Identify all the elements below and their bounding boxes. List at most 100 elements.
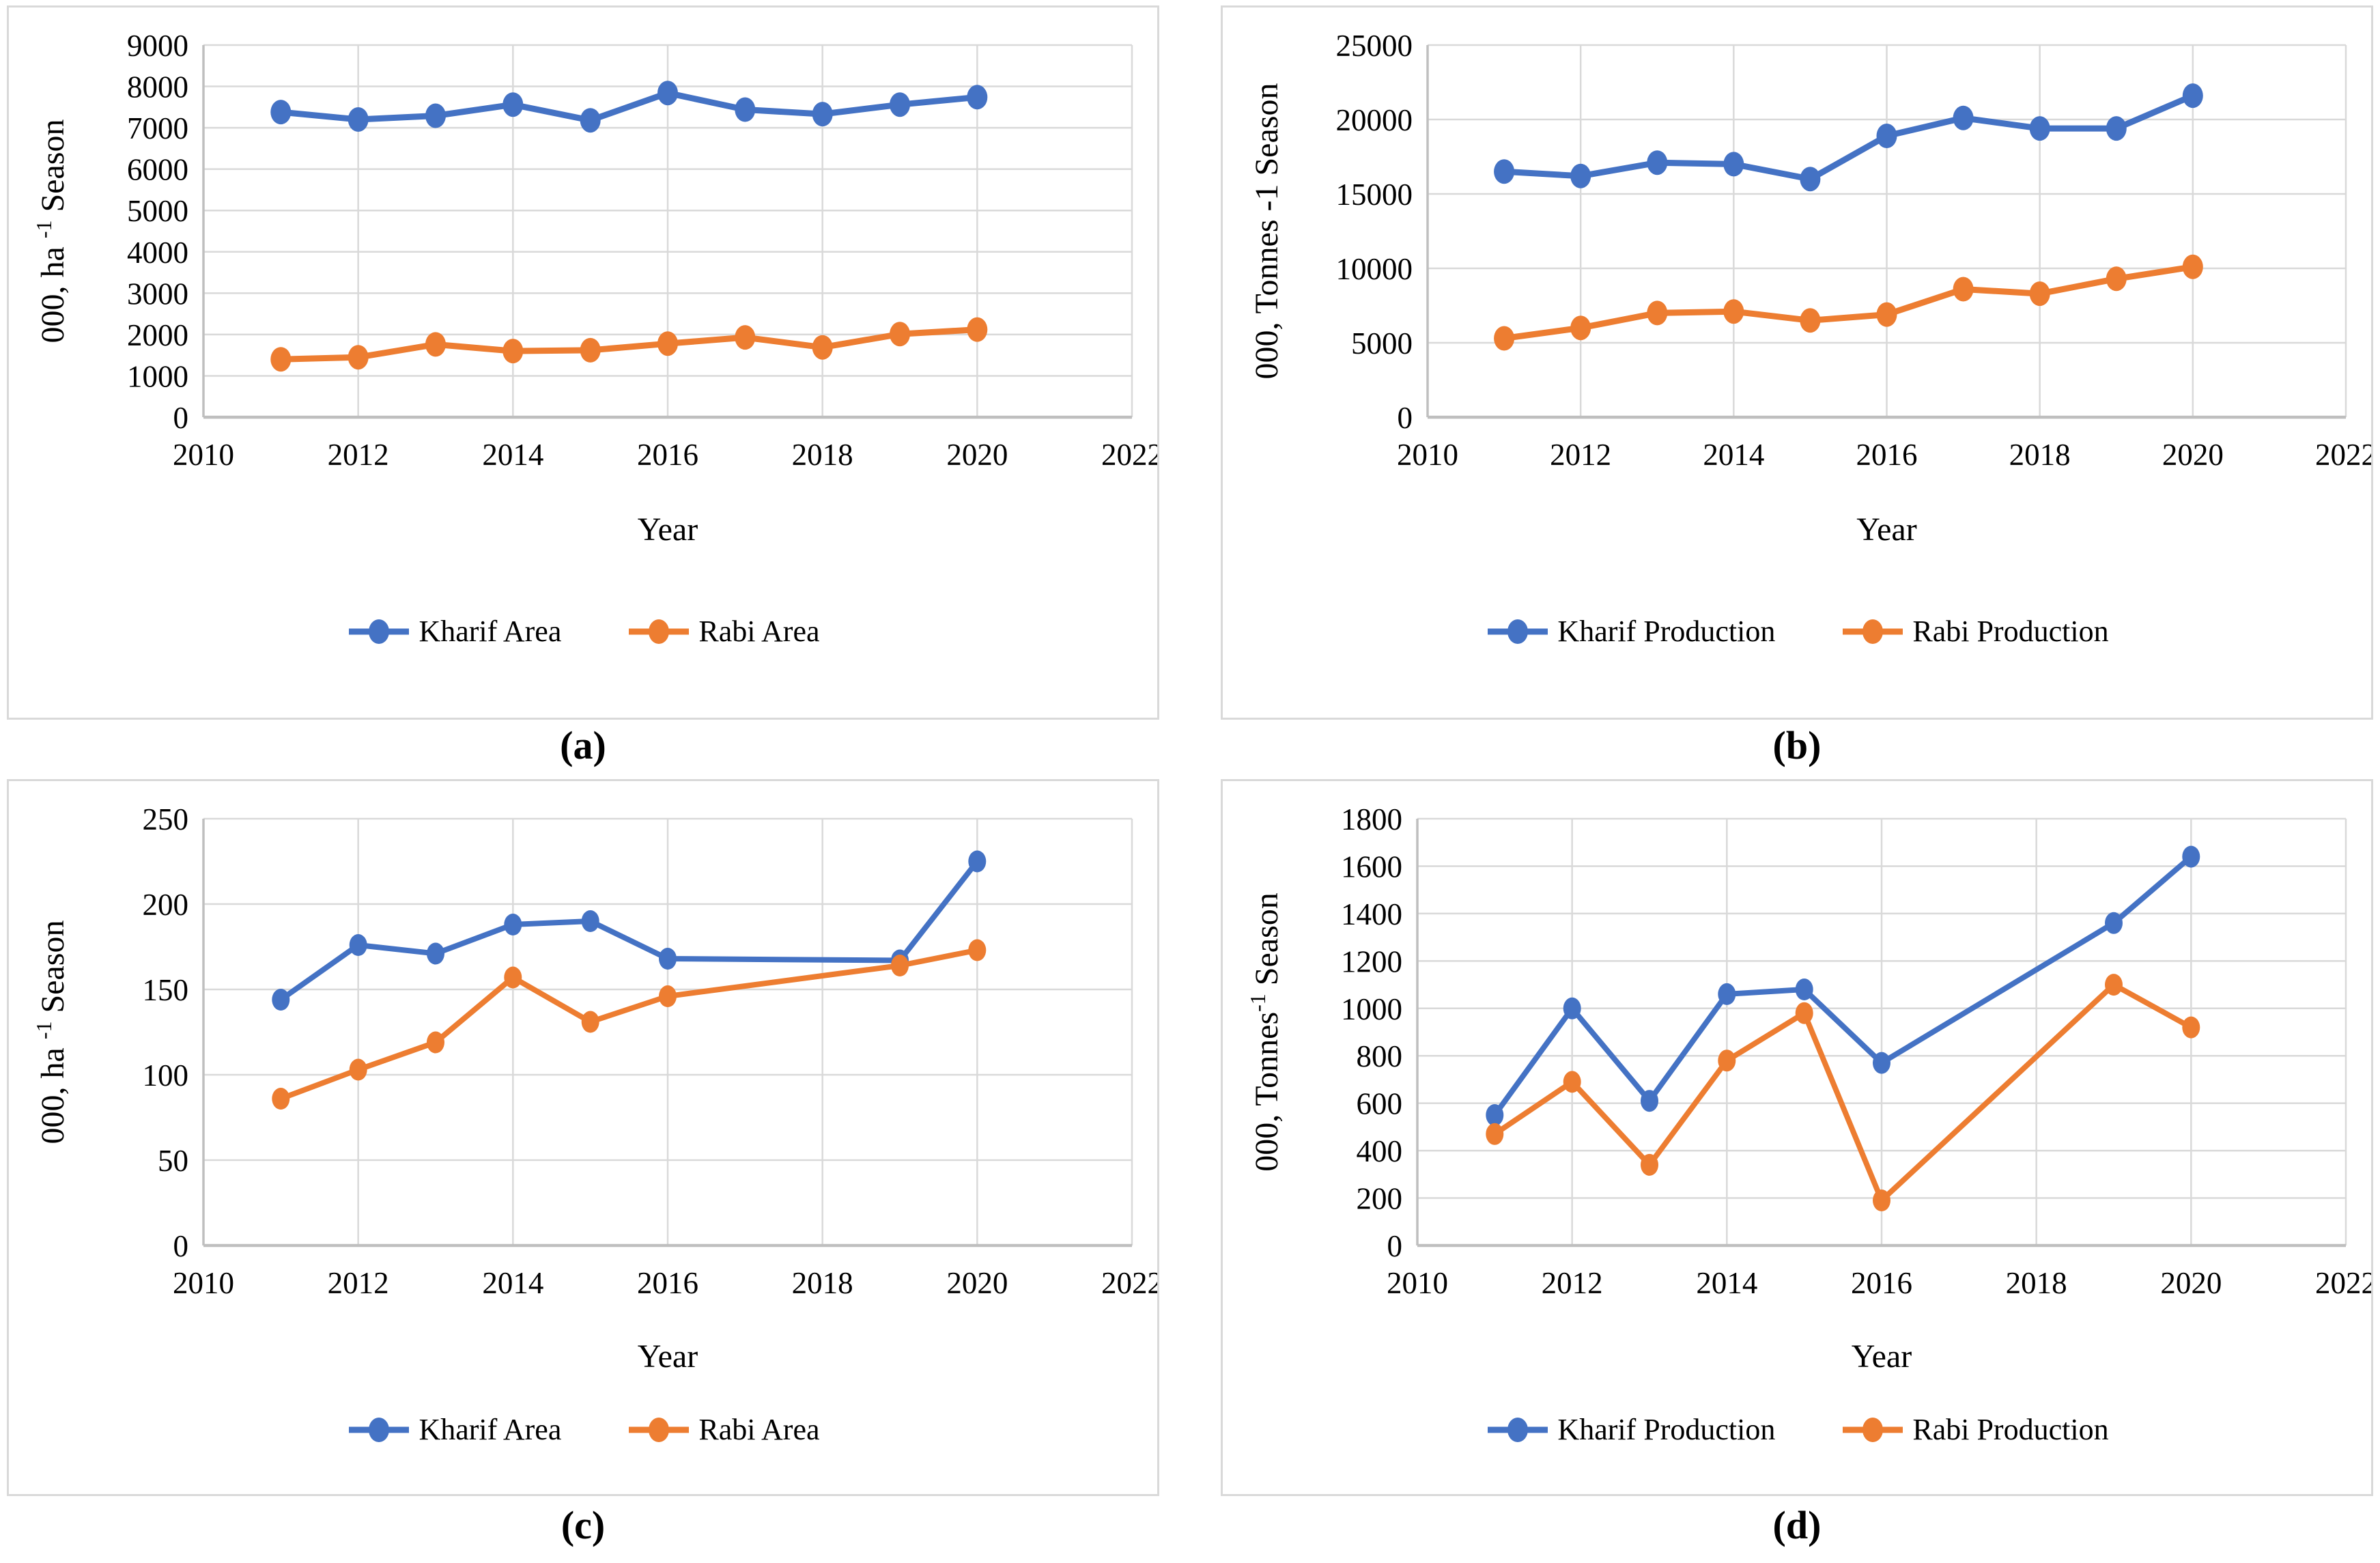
data-point-marker xyxy=(2105,974,2123,996)
data-point-marker xyxy=(1876,302,1897,327)
data-point-marker xyxy=(735,325,756,350)
data-point-marker xyxy=(2105,912,2123,934)
x-tick-label: 2010 xyxy=(1397,438,1458,472)
data-point-marker xyxy=(1723,152,1744,177)
x-tick-label: 2018 xyxy=(792,1266,853,1300)
data-point-marker xyxy=(580,108,601,133)
data-point-marker xyxy=(1800,308,1821,333)
data-point-marker xyxy=(349,1058,367,1081)
y-tick-label: 250 xyxy=(143,802,189,836)
y-tick-label: 9000 xyxy=(127,29,188,63)
y-tick-label: 3000 xyxy=(127,277,188,311)
data-point-marker xyxy=(349,934,367,956)
data-point-marker xyxy=(1647,150,1668,175)
x-tick-label: 2016 xyxy=(1851,1266,1912,1300)
y-tick-label: 600 xyxy=(1357,1087,1403,1121)
data-point-marker xyxy=(2182,845,2200,868)
data-point-marker xyxy=(1494,326,1515,351)
rabi-series-marker-icon xyxy=(1843,619,1903,644)
legend-label: Kharif Area xyxy=(419,1413,562,1446)
rabi-series-marker-icon xyxy=(629,619,690,644)
series-line xyxy=(1492,854,2194,1118)
y-tick-label: 100 xyxy=(143,1058,189,1093)
series-line xyxy=(1501,92,2196,182)
x-axis-title: Year xyxy=(638,511,698,548)
x-axis-title: Year xyxy=(1856,511,1916,548)
data-point-marker xyxy=(1718,983,1736,1005)
kharif-series-marker-icon xyxy=(349,1418,410,1442)
y-tick-label: 10000 xyxy=(1336,252,1413,286)
x-tick-label: 2014 xyxy=(1696,1266,1757,1300)
data-point-marker xyxy=(1876,124,1897,148)
series-line xyxy=(1492,982,2194,1203)
y-tick-label: 7000 xyxy=(127,111,188,145)
chart-panel-b: 0 5000 10000 15000 20000 25000 2010 2012 2014 201… xyxy=(1221,5,2373,720)
y-tick-label: 2000 xyxy=(127,318,188,352)
x-tick-label: 2018 xyxy=(2006,1266,2067,1300)
data-point-marker xyxy=(504,966,522,989)
x-tick-label: 2010 xyxy=(1387,1266,1448,1300)
x-tick-label: 2022 xyxy=(1101,438,1157,472)
legend-item-rabi-production: Rabi Production xyxy=(1840,1415,2109,1445)
kharif-series-marker-icon xyxy=(1488,619,1548,644)
y-tick-label: 50 xyxy=(158,1144,188,1178)
data-point-marker xyxy=(812,102,833,127)
x-tick-label: 2014 xyxy=(1703,438,1764,472)
data-point-marker xyxy=(1486,1123,1504,1145)
x-tick-label: 2020 xyxy=(946,1266,1008,1300)
data-point-marker xyxy=(1570,163,1591,188)
x-axis-title: Year xyxy=(1852,1338,1912,1375)
data-point-marker xyxy=(1953,105,1974,130)
data-point-marker xyxy=(890,322,910,347)
data-point-marker xyxy=(1795,978,1813,1000)
series-line xyxy=(278,947,980,1101)
data-point-marker xyxy=(659,948,677,970)
y-tick-label: 400 xyxy=(1357,1134,1403,1168)
x-tick-label: 2010 xyxy=(173,438,234,472)
caption-c: (c) xyxy=(561,1503,606,1547)
y-tick-label: 200 xyxy=(143,888,189,922)
data-point-marker xyxy=(270,347,292,372)
data-point-marker xyxy=(427,1031,444,1054)
chart-b-plot: 0 5000 10000 15000 20000 25000 2010 2012 2014 201… xyxy=(1249,29,2371,548)
legend-item-kharif-production: Kharif Production xyxy=(1485,1415,1775,1445)
data-point-marker xyxy=(348,107,369,132)
x-tick-label: 2016 xyxy=(637,438,698,472)
legend-item-rabi-production: Rabi Production xyxy=(1840,617,2109,647)
data-point-marker xyxy=(891,955,909,976)
x-tick-label: 2020 xyxy=(946,438,1008,472)
x-tick-label: 2018 xyxy=(2009,438,2071,472)
data-point-marker xyxy=(580,337,601,363)
caption-d: (d) xyxy=(1772,1503,1822,1547)
legend-item-kharif-area: Kharif Area xyxy=(346,1415,561,1445)
data-point-marker xyxy=(1718,1050,1736,1072)
data-point-marker xyxy=(1570,315,1591,341)
chart-d-plot: 0 200 400 600 800 1000 1200 1400 1600 1800 2010 201… xyxy=(1245,802,2371,1375)
data-point-marker xyxy=(1486,1104,1504,1126)
x-axis-title: Year xyxy=(638,1338,698,1375)
y-axis-title: 000, Tonnes-1 Season xyxy=(1245,892,1285,1172)
chart-c-legend: Kharif Area Rabi Area xyxy=(9,1415,1157,1445)
series-line xyxy=(277,326,980,363)
x-tick-label: 2016 xyxy=(1856,438,1918,472)
data-point-marker xyxy=(1723,299,1744,324)
y-tick-label: 0 xyxy=(1387,1229,1403,1263)
y-tick-label: 1200 xyxy=(1341,944,1402,978)
rabi-series-marker-icon xyxy=(1843,1418,1903,1442)
chart-a-plot: 0 1000 2000 3000 4000 5000 6000 7000 8000 9000 201… xyxy=(31,29,1157,548)
kharif-series-marker-icon xyxy=(349,619,410,644)
legend-item-rabi-area: Rabi Area xyxy=(626,617,820,647)
chart-panel-a: 0 1000 2000 3000 4000 5000 6000 7000 8000 9000 201… xyxy=(7,5,1159,720)
y-tick-label: 5000 xyxy=(1351,326,1413,361)
x-tick-label: 2018 xyxy=(792,438,853,472)
x-tick-label: 2012 xyxy=(328,1266,389,1300)
data-point-marker xyxy=(272,1088,290,1110)
legend-label: Rabi Area xyxy=(698,1413,820,1446)
data-point-marker xyxy=(270,100,292,125)
data-point-marker xyxy=(1494,159,1515,184)
y-tick-label: 200 xyxy=(1357,1182,1403,1216)
y-tick-label: 0 xyxy=(1398,401,1413,435)
kharif-series-marker-icon xyxy=(1488,1418,1548,1442)
y-tick-label: 0 xyxy=(173,1229,189,1263)
data-point-marker xyxy=(2029,281,2050,307)
